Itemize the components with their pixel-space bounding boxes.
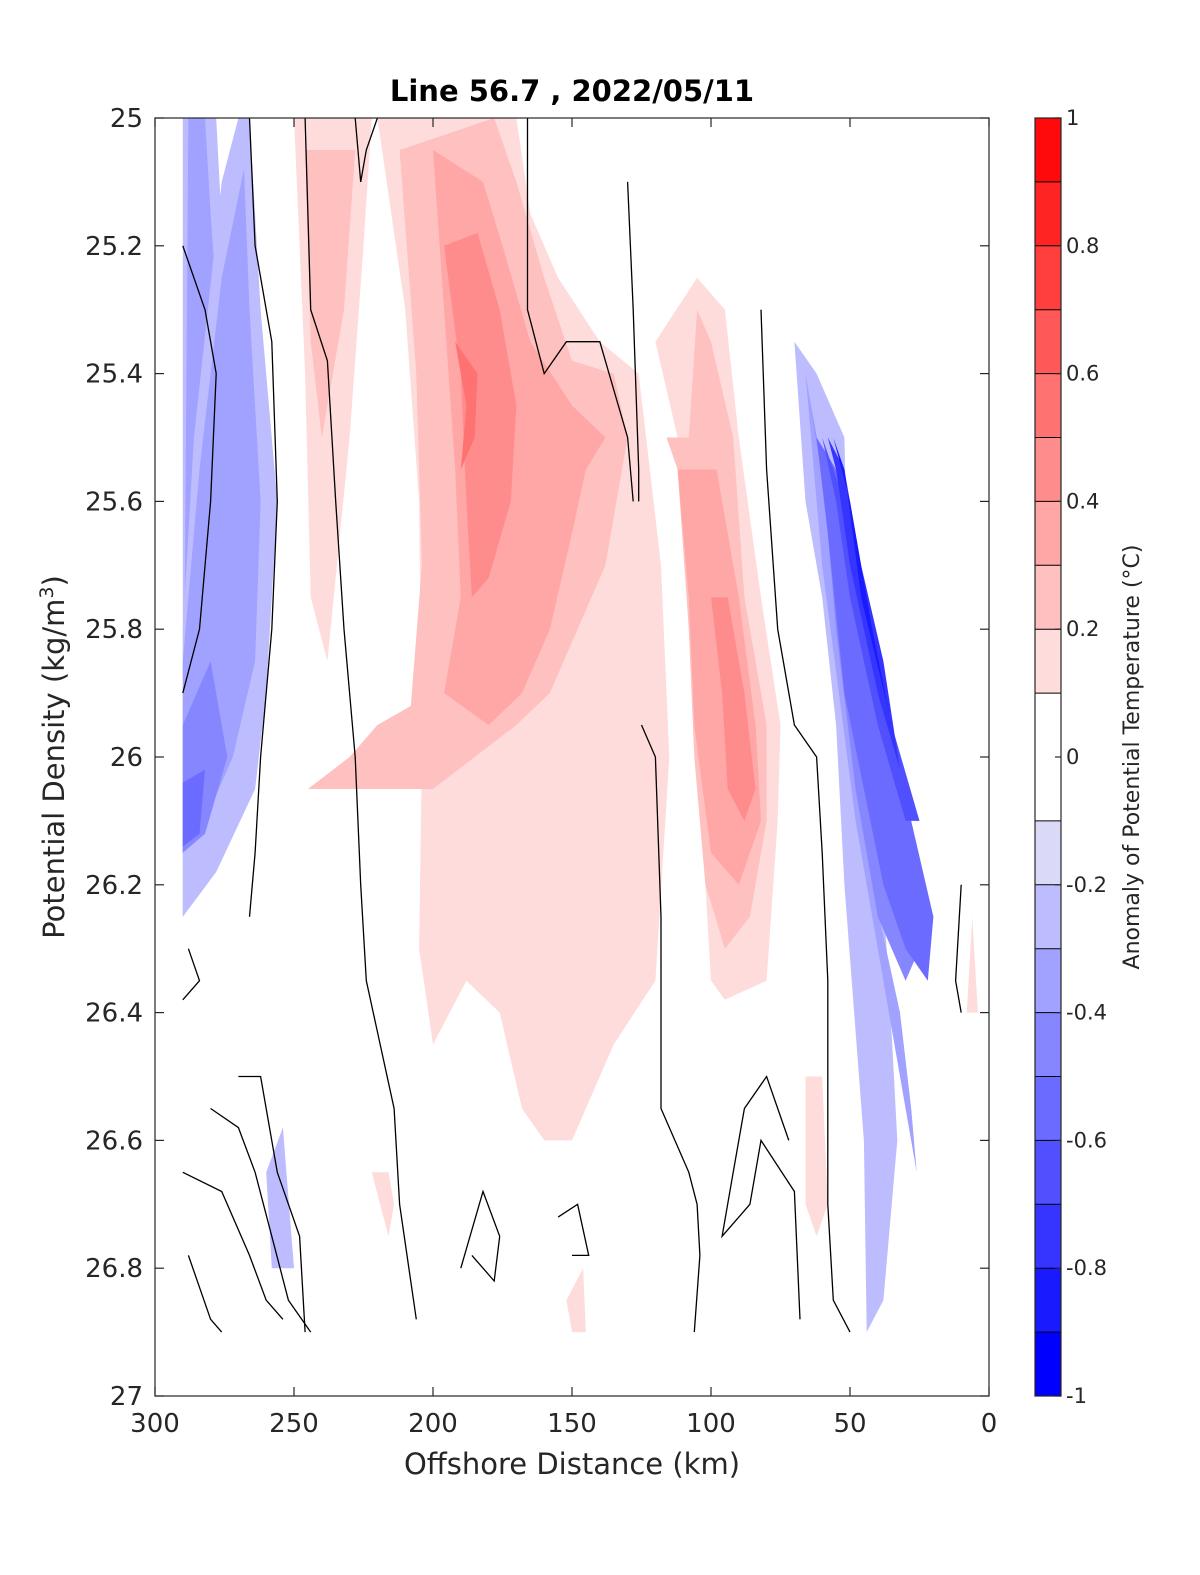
colorbar-swatch: [1035, 629, 1061, 694]
y-tick-label: 25.2: [85, 232, 143, 262]
warm-anomaly-region-11: [444, 233, 517, 598]
colorbar: 1 0.8 0.6 0.4 0.2 0 -0.2 -0.4 -0.6 -0.8 -1: [1034, 106, 1107, 1408]
zero-contour-line-16: [182, 948, 201, 1001]
colorbar-swatch: [1035, 245, 1061, 311]
y-tick-label: 25.4: [85, 360, 143, 390]
cold-anomaly-region-5: [182, 769, 205, 847]
zero-contour-line-4: [526, 118, 634, 502]
zero-contour-line-14: [721, 1075, 801, 1320]
y-tick-label: 25.6: [85, 487, 143, 517]
colorbar-label: Anomaly of Potential Temperature (°C): [1120, 545, 1145, 970]
colorbar-swatch: [1035, 181, 1061, 247]
zero-contour-line-11: [182, 1171, 284, 1320]
colorbar-tick-label: -0.8: [1066, 1256, 1107, 1280]
y-tick-label: 25.8: [85, 615, 143, 645]
zero-contour-line-10: [210, 1107, 312, 1333]
zero-contour-line-12: [460, 1189, 501, 1283]
colorbar-tick-label: 0.8: [1066, 234, 1099, 258]
zero-contour-line-3: [354, 118, 379, 183]
colorbar-swatch: [1035, 565, 1061, 630]
warm-anomaly-region-16: [711, 597, 756, 821]
filled-contours: [182, 118, 978, 1333]
colorbar-tick-label: -0.4: [1066, 1001, 1107, 1025]
y-tick-label: 26.6: [85, 1126, 143, 1156]
y-tick-label: 26.4: [85, 999, 143, 1029]
colorbar-swatch: [1035, 437, 1061, 502]
x-tick-label: 100: [686, 1409, 736, 1439]
y-tick-label: 25: [110, 104, 143, 134]
colorbar-tick-label: 1: [1066, 106, 1079, 130]
colorbar-swatch: [1035, 373, 1061, 438]
zero-contour-line-15: [187, 1255, 223, 1333]
colorbar-swatch: [1035, 501, 1061, 566]
zero-contour-line-9: [238, 1075, 306, 1333]
zero-contour-line-2: [304, 118, 417, 1320]
colorbar-swatch: [1035, 820, 1061, 886]
zero-contour-line-1: [248, 118, 278, 917]
colorbar-tick-label: 0: [1066, 745, 1079, 769]
zero-contour-line-13: [557, 1203, 590, 1257]
contour-lines: [182, 118, 962, 1333]
colorbar-swatch: [1035, 1268, 1061, 1333]
colorbar-swatch: [1035, 1076, 1061, 1141]
x-tick-label: 300: [130, 1409, 180, 1439]
colorbar-swatch: [1035, 1332, 1061, 1397]
colorbar-tick-label: -0.2: [1066, 873, 1107, 897]
zero-contour-line-6: [640, 724, 701, 1333]
y-tick-label: 26.2: [85, 871, 143, 901]
cold-anomaly-region-17: [794, 341, 898, 1333]
cold-anomaly-region-23: [833, 437, 889, 713]
zero-contour-line-8: [954, 884, 962, 1013]
x-tick-label: 50: [833, 1409, 866, 1439]
x-tick-label: 200: [408, 1409, 458, 1439]
warm-anomaly-region-28: [966, 916, 978, 1013]
warm-anomaly-region-24: [566, 1268, 586, 1333]
x-tick-label: 150: [547, 1409, 597, 1439]
colorbar-swatch: [1035, 1204, 1061, 1269]
zero-contour-line-0: [182, 245, 217, 694]
chart-title: Line 56.7 , 2022/05/11: [390, 74, 754, 108]
colorbar-swatch: [1035, 1012, 1061, 1077]
colorbar-swatch: [1035, 118, 1061, 183]
x-tick-label: 0: [981, 1409, 998, 1439]
x-axis: 300 250 200 150 100 50 0: [130, 118, 997, 1439]
y-axis-label-superscript: 3: [36, 586, 58, 598]
colorbar-tick-label: -0.6: [1066, 1128, 1107, 1152]
y-axis-label: Potential Density (kg/m3): [36, 575, 71, 939]
cold-anomaly-region-27: [266, 1127, 294, 1269]
zero-contour-line-5: [626, 181, 640, 502]
x-axis-label: Offshore Distance (km): [404, 1447, 740, 1481]
colorbar-swatch: [1035, 309, 1061, 375]
y-tick-label: 26.8: [85, 1254, 143, 1284]
colorbar-tick-label: 0.6: [1066, 362, 1099, 386]
colorbar-tick-label: 0.4: [1066, 489, 1099, 513]
x-tick-label: 250: [269, 1409, 319, 1439]
colorbar-swatch: [1035, 1140, 1061, 1205]
warm-anomaly-region-7: [305, 150, 356, 438]
warm-anomaly-region-26: [371, 1172, 395, 1237]
colorbar-swatch: [1035, 948, 1061, 1014]
y-tick-label: 27: [110, 1382, 143, 1412]
y-axis: 25 25.2 25.4 25.6 25.8 26 26.2 26.4 26.6 26.8 27: [85, 104, 989, 1412]
warm-anomaly-region-25: [805, 1076, 828, 1237]
y-tick-label: 26: [110, 743, 143, 773]
colorbar-swatch: [1035, 884, 1061, 950]
colorbar-tick-label: -1: [1066, 1384, 1087, 1408]
zero-contour-line-7: [760, 309, 851, 1333]
warm-anomaly-region-12: [455, 341, 478, 470]
colorbar-tick-label: 0.2: [1066, 617, 1099, 641]
